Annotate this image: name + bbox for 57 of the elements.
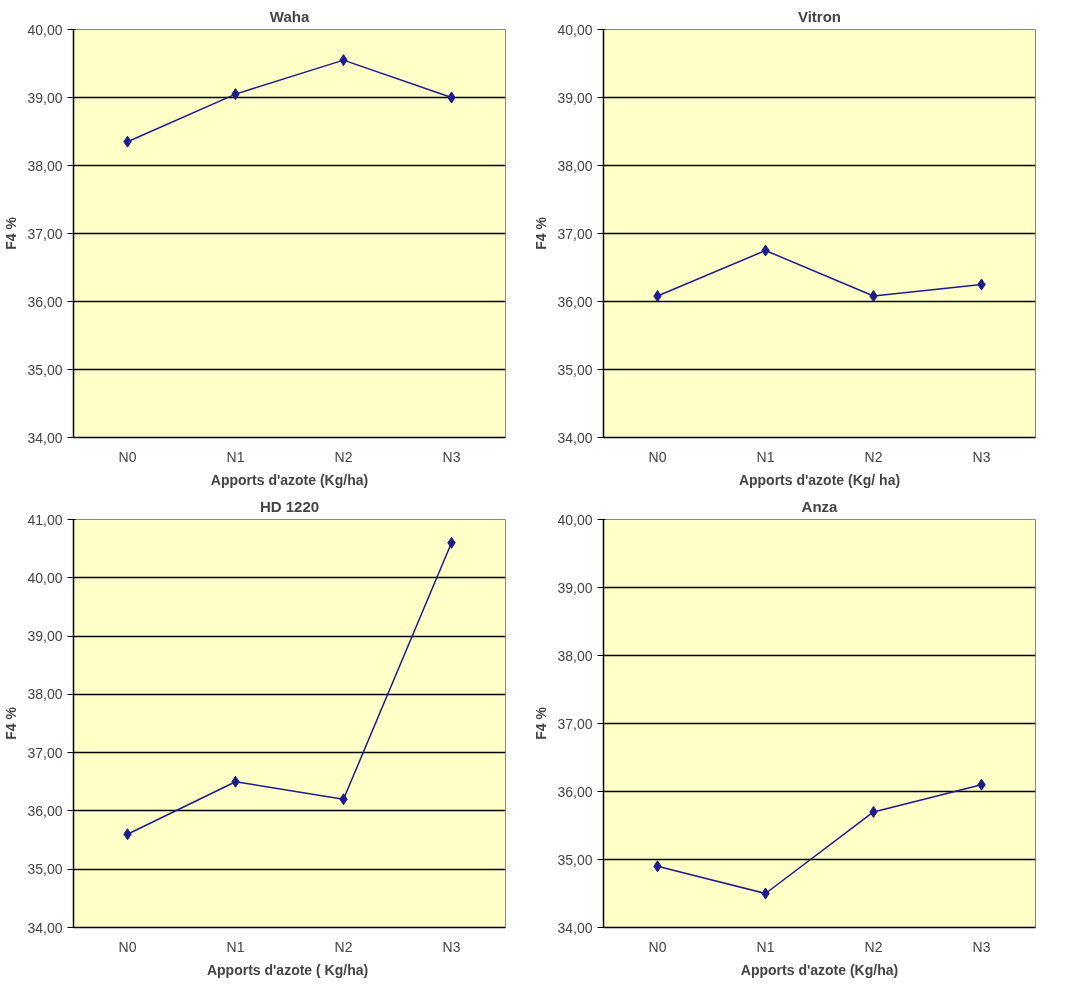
y-tick-label: 35,00 bbox=[27, 361, 63, 378]
y-axis-title: F4 % bbox=[3, 706, 20, 740]
x-tick-label: N1 bbox=[226, 448, 245, 465]
x-axis-title: Apports d'azote (Kg/ha) bbox=[210, 471, 369, 488]
y-tick-label: 38,00 bbox=[557, 647, 593, 664]
y-tick-label: 36,00 bbox=[557, 783, 593, 800]
y-tick-label: 38,00 bbox=[27, 157, 63, 174]
y-tick-label: 37,00 bbox=[27, 744, 63, 761]
y-tick-label: 40,00 bbox=[27, 569, 63, 586]
y-tick-label: 37,00 bbox=[557, 715, 593, 732]
y-tick-label: 36,00 bbox=[27, 293, 63, 310]
y-tick-label: 39,00 bbox=[557, 579, 593, 596]
x-axis-title: Apports d'azote (Kg/ha) bbox=[740, 961, 899, 978]
y-tick-label: 35,00 bbox=[557, 361, 593, 378]
x-tick-label: N1 bbox=[756, 938, 775, 955]
y-axis-title: F4 % bbox=[533, 216, 550, 250]
x-tick-label: N0 bbox=[648, 938, 667, 955]
y-tick-label: 36,00 bbox=[27, 802, 63, 819]
y-axis-title: F4 % bbox=[533, 706, 550, 740]
x-tick-label: N2 bbox=[864, 938, 883, 955]
y-tick-label: 34,00 bbox=[557, 919, 593, 936]
y-axis-title: F4 % bbox=[3, 216, 20, 250]
x-tick-label: N1 bbox=[226, 938, 245, 955]
y-tick-label: 38,00 bbox=[27, 686, 63, 703]
y-tick-label: 41,00 bbox=[27, 511, 63, 528]
chart-title: Anza bbox=[801, 497, 839, 515]
x-tick-label: N3 bbox=[442, 938, 461, 955]
x-tick-label: N2 bbox=[334, 448, 353, 465]
x-tick-label: N0 bbox=[118, 448, 137, 465]
x-axis-title: Apports d'azote ( Kg/ha) bbox=[206, 961, 369, 978]
y-tick-label: 35,00 bbox=[27, 861, 63, 878]
chart-title: HD 1220 bbox=[259, 497, 320, 515]
x-tick-label: N3 bbox=[972, 938, 991, 955]
y-tick-label: 38,00 bbox=[557, 157, 593, 174]
x-tick-label: N2 bbox=[334, 938, 353, 955]
y-tick-label: 36,00 bbox=[557, 293, 593, 310]
y-tick-label: 34,00 bbox=[27, 919, 63, 936]
y-tick-label: 39,00 bbox=[27, 89, 63, 106]
chart-title: Vitron bbox=[797, 7, 842, 25]
x-tick-label: N3 bbox=[442, 448, 461, 465]
y-tick-label: 40,00 bbox=[27, 21, 63, 38]
y-tick-label: 40,00 bbox=[557, 511, 593, 528]
y-tick-label: 34,00 bbox=[27, 429, 63, 446]
x-tick-label: N0 bbox=[118, 938, 137, 955]
x-tick-label: N0 bbox=[648, 448, 667, 465]
y-tick-label: 37,00 bbox=[557, 225, 593, 242]
x-tick-label: N3 bbox=[972, 448, 991, 465]
y-tick-label: 40,00 bbox=[557, 21, 593, 38]
x-tick-label: N1 bbox=[756, 448, 775, 465]
y-tick-label: 37,00 bbox=[27, 225, 63, 242]
y-tick-label: 39,00 bbox=[557, 89, 593, 106]
x-axis-title: Apports d'azote (Kg/ ha) bbox=[738, 471, 901, 488]
chart-title: Waha bbox=[269, 7, 310, 25]
y-tick-label: 35,00 bbox=[557, 851, 593, 868]
x-tick-label: N2 bbox=[864, 448, 883, 465]
y-tick-label: 34,00 bbox=[557, 429, 593, 446]
y-tick-label: 39,00 bbox=[27, 628, 63, 645]
